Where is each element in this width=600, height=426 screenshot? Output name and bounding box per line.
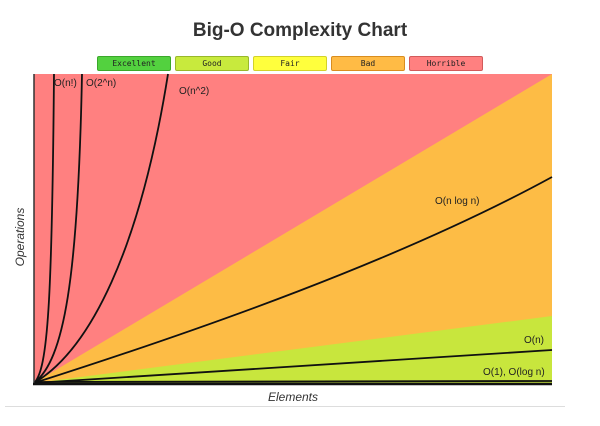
legend-excellent: Excellent: [97, 56, 171, 71]
legend-good: Good: [175, 56, 249, 71]
divider: [5, 406, 565, 407]
curve-constant: [33, 380, 553, 383]
region-good: [34, 316, 552, 383]
label-quadratic: O(n^2): [179, 86, 210, 97]
label-constant: O(1), O(log n): [483, 367, 545, 378]
x-axis-label: Elements: [267, 390, 319, 404]
curve-linear: [33, 349, 553, 384]
region-bad: [34, 74, 552, 383]
curve-exponential: [33, 73, 83, 384]
legend-bad: Bad: [331, 56, 405, 71]
label-nlogn: O(n log n): [435, 196, 480, 207]
label-exponential: O(2^n): [86, 78, 117, 89]
curve-quadratic: [33, 73, 169, 384]
label-linear: O(n): [524, 335, 544, 346]
chart-title: Big-O Complexity Chart: [192, 20, 408, 41]
curve-factorial: [33, 73, 55, 384]
y-axis-label: Operations: [13, 207, 27, 267]
curve-nlogn: [33, 176, 553, 384]
legend: Excellent Good Fair Bad Horrible: [97, 56, 483, 71]
legend-fair: Fair: [253, 56, 327, 71]
label-factorial: O(n!): [54, 78, 77, 89]
legend-horrible: Horrible: [409, 56, 483, 71]
